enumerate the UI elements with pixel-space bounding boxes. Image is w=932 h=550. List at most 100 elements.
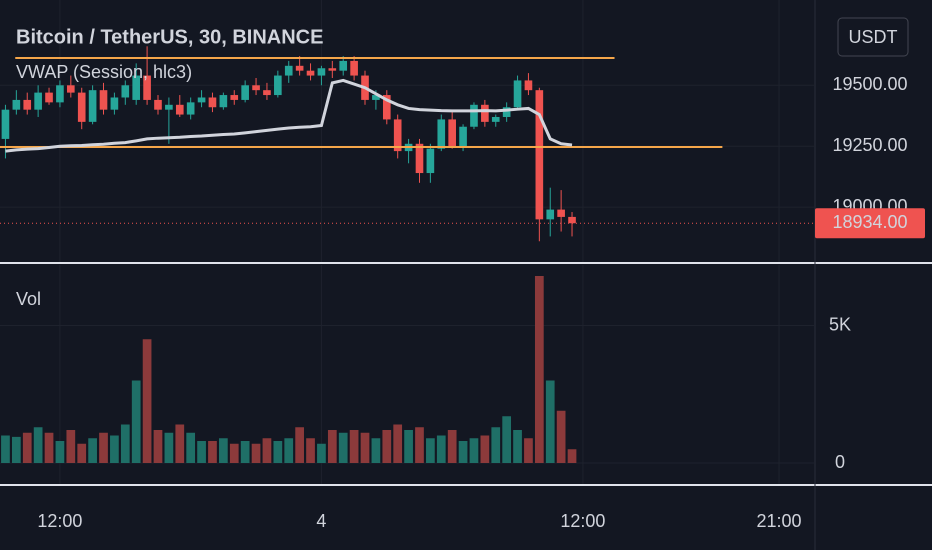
volume-bar bbox=[513, 430, 522, 463]
candle-body bbox=[175, 104, 184, 115]
volume-bar bbox=[153, 430, 163, 463]
volume-bar bbox=[131, 380, 141, 463]
candle-body bbox=[415, 143, 424, 174]
candle-body bbox=[426, 148, 435, 174]
volume-bar bbox=[415, 427, 424, 463]
volume-bar bbox=[447, 430, 457, 463]
volume-bar bbox=[556, 410, 566, 463]
last-price-label: 18934.00 bbox=[832, 212, 907, 232]
y-tick-label: 19250.00 bbox=[832, 135, 907, 155]
candle-body bbox=[186, 102, 195, 115]
volume-bar bbox=[164, 432, 174, 463]
candle-body bbox=[45, 92, 53, 103]
candle-body bbox=[12, 99, 21, 110]
candle-body bbox=[306, 70, 315, 76]
candle-body bbox=[88, 90, 97, 122]
candle-body bbox=[459, 126, 467, 147]
volume-bar bbox=[327, 430, 337, 463]
volume-bar bbox=[240, 441, 250, 463]
volume-bar bbox=[545, 380, 555, 463]
candle-body bbox=[546, 209, 555, 220]
candle-body bbox=[34, 92, 42, 110]
x-tick-label: 4 bbox=[316, 511, 326, 531]
pane-title: Vol bbox=[16, 289, 41, 309]
volume-bar bbox=[436, 435, 446, 463]
candle-body bbox=[110, 97, 119, 110]
candle-body bbox=[197, 97, 206, 103]
candle-body bbox=[77, 92, 86, 122]
volume-bar bbox=[317, 443, 326, 463]
volume-bar bbox=[371, 438, 381, 463]
volume-bar bbox=[33, 427, 43, 463]
y-tick-label: 5K bbox=[829, 314, 851, 334]
volume-bar bbox=[251, 443, 261, 463]
candle-body bbox=[568, 216, 576, 224]
candle-body bbox=[154, 99, 162, 110]
volume-bar bbox=[426, 438, 435, 463]
candle-body bbox=[513, 80, 522, 108]
chart-title: Bitcoin / TetherUS, 30, BINANCE bbox=[16, 26, 323, 48]
candle-body bbox=[23, 99, 32, 110]
volume-bar bbox=[502, 416, 512, 463]
candle-body bbox=[99, 90, 108, 110]
marks bbox=[0, 46, 815, 463]
volume-bar bbox=[208, 441, 217, 463]
x-tick-label: 12:00 bbox=[560, 511, 605, 531]
volume-bar bbox=[306, 438, 315, 463]
x-tick-label: 21:00 bbox=[757, 511, 802, 531]
currency-button[interactable] bbox=[837, 17, 909, 57]
volume-bar bbox=[229, 443, 239, 463]
volume-bar bbox=[175, 424, 185, 463]
y-tick-label: 0 bbox=[835, 452, 845, 472]
candle-body bbox=[252, 85, 260, 91]
volume-bar bbox=[110, 435, 119, 463]
volume-bar bbox=[534, 276, 544, 463]
candle-body bbox=[241, 85, 249, 100]
volume-bar bbox=[567, 449, 577, 463]
candle-body bbox=[274, 75, 282, 96]
candle-body bbox=[328, 68, 337, 71]
volume-bar bbox=[491, 427, 501, 463]
candle-body bbox=[121, 85, 130, 98]
volume-bar bbox=[22, 432, 32, 463]
candle-body bbox=[372, 95, 380, 100]
volume-bar bbox=[262, 438, 272, 463]
volume-bar bbox=[382, 430, 392, 463]
candle-body bbox=[491, 116, 500, 122]
volume-bar bbox=[77, 443, 87, 463]
volume-bar bbox=[142, 339, 152, 463]
candle-body bbox=[502, 107, 511, 117]
candle-body bbox=[481, 104, 489, 122]
candle-body bbox=[230, 95, 239, 100]
volume-bar bbox=[393, 424, 403, 463]
volume-bar bbox=[295, 427, 304, 463]
last-price-box bbox=[815, 208, 925, 239]
volume-bar bbox=[360, 432, 370, 463]
volume-bar bbox=[469, 438, 479, 463]
candle-body bbox=[165, 104, 173, 110]
currency-label[interactable]: USDT bbox=[849, 27, 898, 47]
candle-body bbox=[339, 60, 348, 71]
candle-body bbox=[143, 75, 151, 100]
candle-body bbox=[295, 65, 304, 71]
volume-bar bbox=[186, 432, 196, 463]
volume-bar bbox=[524, 438, 533, 463]
volume-bar bbox=[480, 435, 490, 463]
volume-bar bbox=[55, 441, 65, 463]
candle-body bbox=[535, 90, 544, 220]
candle-body bbox=[56, 85, 64, 103]
candle-body bbox=[132, 75, 141, 100]
volume-bar bbox=[404, 430, 413, 463]
candle-body bbox=[219, 95, 228, 108]
candle-body bbox=[1, 109, 10, 139]
volume-bar bbox=[1, 435, 10, 463]
volume-bar bbox=[11, 436, 21, 463]
volume-bar bbox=[197, 441, 206, 463]
volume-bar bbox=[458, 441, 468, 463]
legend-entry: VWAP (Session, hlc3) bbox=[16, 62, 192, 82]
candle-body bbox=[382, 95, 391, 120]
volume-bar bbox=[219, 438, 228, 463]
candle-body bbox=[470, 104, 478, 127]
